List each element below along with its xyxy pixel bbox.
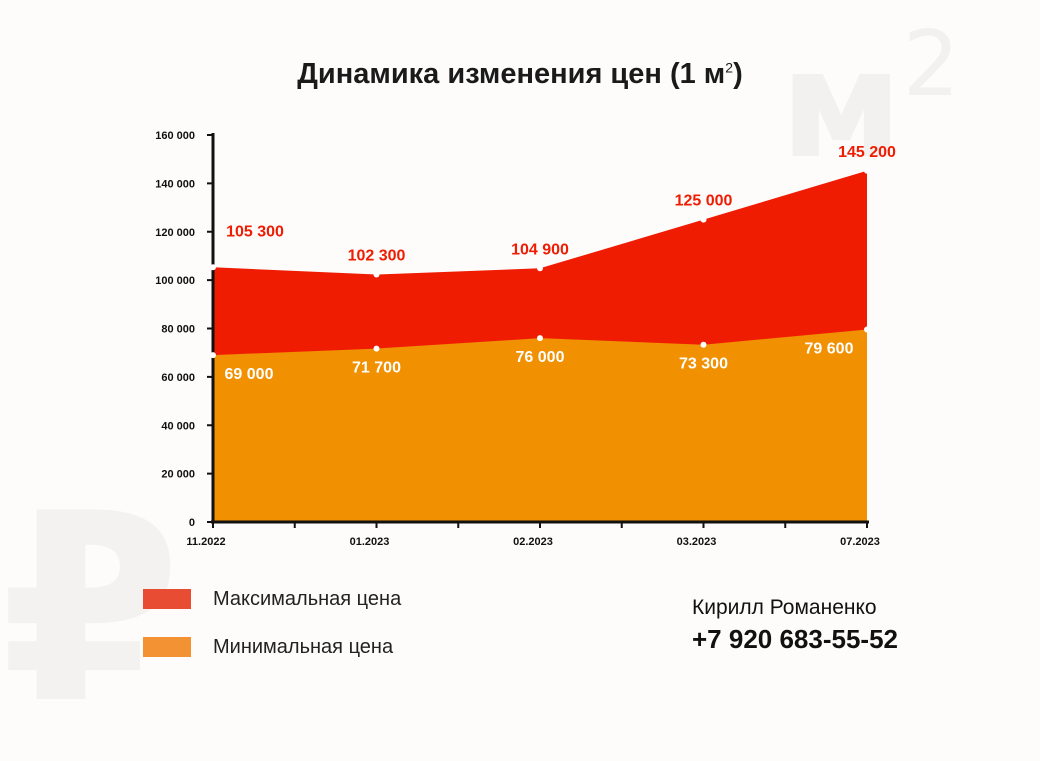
y-tick-label: 80 000 (161, 324, 195, 336)
max-price-label: 102 300 (348, 248, 406, 265)
contact-block: Кирилл Романенко +7 920 683-55-52 (692, 596, 898, 655)
min-price-point (210, 352, 216, 359)
x-tick-label: 03.2023 (677, 536, 717, 548)
min-price-label: 79 600 (805, 340, 854, 357)
y-tick-label: 160 000 (155, 130, 195, 142)
min-price-label: 69 000 (225, 366, 274, 383)
min-price-point (864, 326, 870, 333)
x-tick-label: 02.2023 (513, 536, 553, 548)
legend-item-max: Максимальная цена (143, 575, 401, 623)
legend-label-max: Максимальная цена (213, 587, 402, 610)
contact-phone: +7 920 683-55-52 (692, 624, 899, 654)
max-price-point (373, 271, 380, 278)
y-tick-label: 0 (189, 517, 195, 529)
max-price-point (864, 167, 870, 174)
min-price-label: 71 700 (352, 360, 401, 377)
area-chart: 0 20 000 40 000 60 000 80 000 100 000 120 000 1… (155, 130, 896, 548)
min-price-label: 73 300 (679, 356, 728, 373)
y-tick-label: 40 000 (161, 420, 195, 432)
chart-title: Динамика изменения цен (1 м2) (297, 58, 743, 90)
max-price-label: 104 900 (511, 241, 569, 258)
ruble-watermark: ₽ (0, 459, 181, 761)
x-tick-label: 11.2022 (186, 536, 225, 548)
max-price-label: 105 300 (226, 223, 284, 240)
max-price-point (537, 265, 543, 272)
legend: Максимальная цена Минимальная цена (143, 575, 401, 671)
max-price-label: 145 200 (838, 144, 896, 161)
y-tick-label: 140 000 (155, 178, 195, 190)
min-price-area (213, 329, 867, 522)
legend-label-min: Минимальная цена (213, 635, 394, 658)
contact-name: Кирилл Романенко (692, 596, 877, 619)
legend-item-min: Минимальная цена (143, 623, 401, 671)
y-tick-label: 120 000 (155, 227, 195, 239)
m2-watermark: м2 (780, 12, 960, 192)
y-tick-label: 20 000 (161, 469, 195, 481)
y-tick-label: 100 000 (155, 275, 195, 287)
max-price-point (700, 216, 707, 223)
max-price-point (210, 264, 216, 271)
legend-swatch-max (143, 589, 191, 609)
min-price-label: 76 000 (516, 349, 565, 366)
max-price-label: 125 000 (675, 193, 733, 210)
legend-swatch-min (143, 637, 191, 657)
min-price-point (373, 345, 380, 352)
min-price-point (700, 341, 707, 348)
y-tick-label: 60 000 (161, 372, 195, 384)
min-price-point (537, 335, 543, 342)
x-tick-label: 07.2023 (840, 536, 880, 548)
x-tick-label: 01.2023 (350, 536, 390, 548)
